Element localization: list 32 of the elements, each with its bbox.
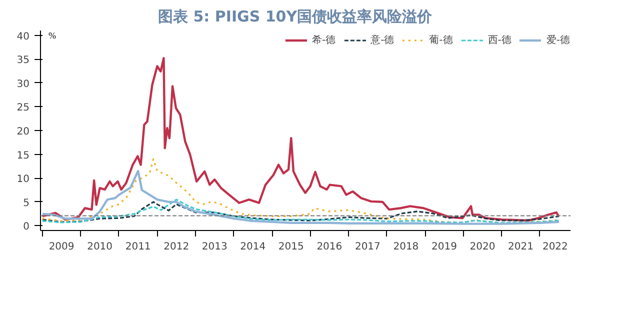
x-tick-label: 2016 — [316, 242, 342, 252]
x-tick-label: 2014 — [240, 242, 266, 252]
y-tick-label: 25 — [16, 102, 30, 114]
x-tick-label: 2009 — [48, 242, 74, 252]
chart-title: 图表 5: PIIGS 10Y国债收益率风险溢价 — [158, 8, 434, 26]
y-tick-label: 20 — [16, 126, 30, 138]
y-tick-label: 5 — [23, 198, 30, 209]
line-series — [41, 170, 560, 225]
x-tick-label: 2012 — [164, 242, 190, 252]
y-tick-label: 40 — [16, 31, 30, 42]
x-tick-label: 2011 — [125, 242, 151, 252]
legend-label: 爱-德 — [546, 34, 570, 47]
y-tick-label: 35 — [16, 55, 30, 66]
line-series — [41, 57, 560, 222]
x-tick-label: 2017 — [354, 242, 380, 252]
x-tick-label: 2022 — [542, 242, 568, 252]
y-tick-label: 30 — [16, 78, 30, 90]
y-tick-label: 10 — [16, 174, 30, 186]
x-tick-label: 2019 — [431, 242, 457, 252]
y-axis-title: % — [48, 30, 56, 40]
legend-label: 葡-德 — [429, 34, 453, 47]
x-tick-label: 2021 — [508, 242, 534, 252]
x-tick-label: 2018 — [393, 242, 419, 252]
y-tick-label: 15 — [16, 150, 30, 162]
x-tick-label: 2013 — [202, 242, 228, 252]
x-tick-label: 2015 — [278, 242, 304, 252]
legend-label: 希-德 — [312, 34, 336, 47]
legend-label: 意-德 — [370, 34, 394, 47]
x-tick-label: 2020 — [470, 242, 496, 252]
legend-label: 西-德 — [488, 34, 512, 47]
x-tick-label: 2010 — [87, 242, 113, 252]
y-tick-label: 0 — [23, 222, 30, 233]
